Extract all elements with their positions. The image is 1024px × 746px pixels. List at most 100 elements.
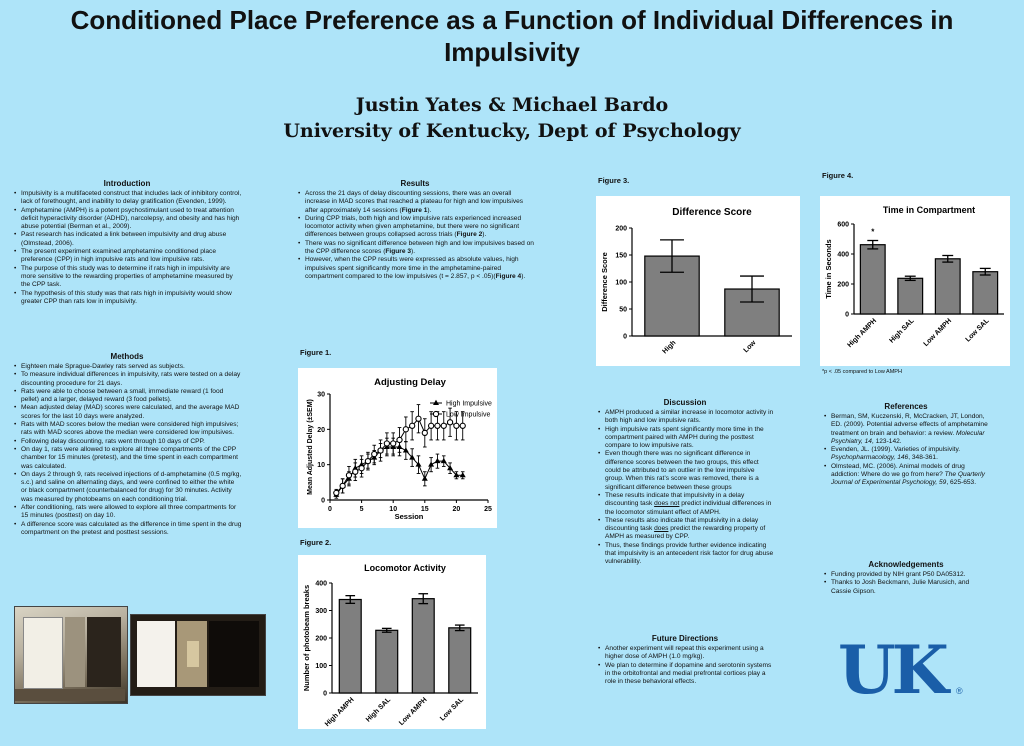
discussion-bullet: AMPH produced a similar increase in loco…	[598, 409, 774, 426]
figure-3-caption: Figure 3.	[598, 176, 630, 185]
data-point	[402, 447, 409, 453]
data-point	[459, 472, 466, 478]
title-line-2: Impulsivity	[444, 37, 580, 67]
data-point	[396, 436, 403, 444]
y-tick-label: 600	[837, 222, 849, 229]
future-directions-heading: Future Directions	[651, 634, 719, 643]
x-tick-label: 15	[421, 506, 429, 513]
discussion-bullet: High impulsive rats spent significantly …	[598, 426, 774, 451]
x-tick-label: 5	[360, 506, 364, 513]
y-tick-label: 150	[615, 253, 627, 260]
acknowledgement-item: Thanks to Josh Beckmann, Julie Marusich,…	[824, 579, 990, 596]
bar	[448, 627, 472, 694]
x-tick-label: Low	[743, 339, 758, 354]
authors-block: Justin Yates & Michael Bardo University …	[0, 92, 1024, 144]
discussion-bullet: These results also indicate that impulsi…	[598, 517, 774, 542]
data-point	[434, 422, 441, 429]
methods-bullet: Following delay discounting, rats went t…	[14, 438, 242, 447]
cpp-chamber-photo-top	[130, 614, 266, 696]
y-axis-label: Number of photobeam breaks	[302, 585, 311, 691]
x-tick-label: 10	[389, 506, 397, 513]
introduction-heading: Introduction	[103, 179, 151, 188]
data-point	[434, 457, 441, 464]
data-point	[409, 422, 416, 429]
registered-mark: ®	[956, 686, 963, 696]
data-point	[390, 440, 397, 447]
figure-2-panel: Locomotor Activity 0 100 200 300 400 High AMPH…	[298, 555, 486, 729]
acknowledgement-item: Funding provided by NIH grant P50 DA0531…	[824, 571, 990, 580]
legend-label: High Impulsive	[446, 401, 492, 408]
future-directions-section: Future Directions Another experiment wil…	[596, 634, 774, 686]
chart-title: Adjusting Delay	[374, 377, 447, 388]
results-bullet: Across the 21 days of delay discounting …	[298, 190, 534, 215]
bar	[972, 271, 999, 315]
methods-bullet: Rats were able to choose between a small…	[14, 388, 242, 405]
data-point	[371, 450, 378, 458]
uk-logo: UK ®	[838, 636, 968, 704]
y-tick-label: 300	[315, 608, 327, 615]
intro-bullet: The hypothesis of this study was that ra…	[14, 290, 242, 307]
data-point	[358, 465, 365, 472]
methods-bullet: A difference score was calculated as the…	[14, 521, 242, 538]
methods-section: Methods Eighteen male Sprague-Dawley rat…	[12, 352, 242, 537]
discussion-section: Discussion AMPH produced a similar incre…	[596, 398, 774, 567]
methods-bullet: After conditioning, rats were allowed to…	[14, 504, 242, 521]
legend-label: Low Impulsive	[446, 412, 490, 419]
figure-4-panel: Time in Compartment 0 200 400 600 High AMPH Hi…	[820, 196, 1010, 366]
intro-bullet: The present experiment examined amphetam…	[14, 248, 242, 265]
discussion-heading: Discussion	[663, 398, 707, 407]
authors: Justin Yates & Michael Bardo	[355, 94, 669, 116]
y-tick-label: 10	[317, 462, 325, 469]
figure-2-caption: Figure 2.	[300, 538, 332, 547]
data-point	[402, 426, 409, 433]
cpp-chamber-photo-side	[14, 606, 128, 704]
results-bullet: During CPP trials, both high and low imp…	[298, 215, 534, 240]
introduction-section: Introduction Impulsivity is a multifacet…	[12, 179, 242, 306]
data-point	[352, 468, 359, 475]
results-bullet: There was no significant difference betw…	[298, 240, 534, 257]
methods-bullet: To measure individual differences in imp…	[14, 371, 242, 388]
chart-title: Time in Compartment	[883, 205, 975, 215]
bar	[411, 598, 435, 694]
difference-score-chart: Difference Score 0 50 100 150 200 High Low Diffe…	[600, 207, 792, 355]
figure-4-note: *p < .05 compared to Low AMPH	[822, 369, 902, 375]
x-tick-label: Low AMPH	[398, 696, 429, 727]
methods-bullet: Eighteen male Sprague-Dawley rats served…	[14, 363, 242, 372]
results-bullet: However, when the CPP results were expre…	[298, 256, 534, 281]
y-tick-label: 100	[615, 280, 627, 287]
data-point	[345, 472, 353, 479]
x-tick-label: Low AMPH	[923, 317, 954, 348]
time-in-compartment-chart: Time in Compartment 0 200 400 600 High AMPH Hi…	[824, 205, 1004, 349]
methods-heading: Methods	[110, 352, 144, 361]
references-section: References Berman, SM, Kuczenski, R, McC…	[822, 402, 990, 488]
y-tick-label: 0	[623, 334, 627, 341]
data-point	[364, 457, 372, 465]
data-point	[440, 457, 447, 464]
discussion-bullet: Even though there was no significant dif…	[598, 450, 774, 491]
x-tick-label: Low SAL	[439, 696, 466, 723]
data-point	[453, 472, 460, 478]
x-tick-label: 20	[453, 506, 461, 513]
x-tick-label: High SAL	[888, 317, 916, 345]
data-point	[440, 422, 447, 429]
acknowledgements-section: Acknowledgements Funding provided by NIH…	[822, 560, 990, 596]
bar	[934, 258, 961, 315]
chart-title: Locomotor Activity	[364, 563, 446, 573]
y-tick-label: 400	[837, 252, 849, 259]
data-point	[427, 422, 435, 429]
intro-bullet: Past research has indicated a link betwe…	[14, 231, 242, 248]
acknowledgements-heading: Acknowledgements	[868, 560, 944, 569]
reference-item: Olmstead, MC. (2006). Animal models of d…	[824, 463, 990, 488]
x-tick-label: Low SAL	[965, 317, 992, 344]
x-tick-label: 0	[328, 506, 332, 513]
figure-1-panel: Adjusting Delay 0 10 20 30 0 5 10 15 20 25 Session M…	[298, 368, 497, 528]
y-tick-label: 200	[837, 282, 849, 289]
significance-marker: *	[871, 228, 875, 237]
future-bullet: We plan to determine if dopamine and ser…	[598, 662, 774, 687]
y-tick-label: 0	[323, 691, 327, 698]
legend-marker	[433, 399, 439, 405]
methods-bullet: Rats with MAD scores below the median we…	[14, 421, 242, 438]
y-tick-label: 100	[315, 663, 327, 670]
intro-bullet: Impulsivity is a multifaceted construct …	[14, 190, 242, 207]
discussion-bullet: Thus, these findings provide further evi…	[598, 542, 774, 567]
